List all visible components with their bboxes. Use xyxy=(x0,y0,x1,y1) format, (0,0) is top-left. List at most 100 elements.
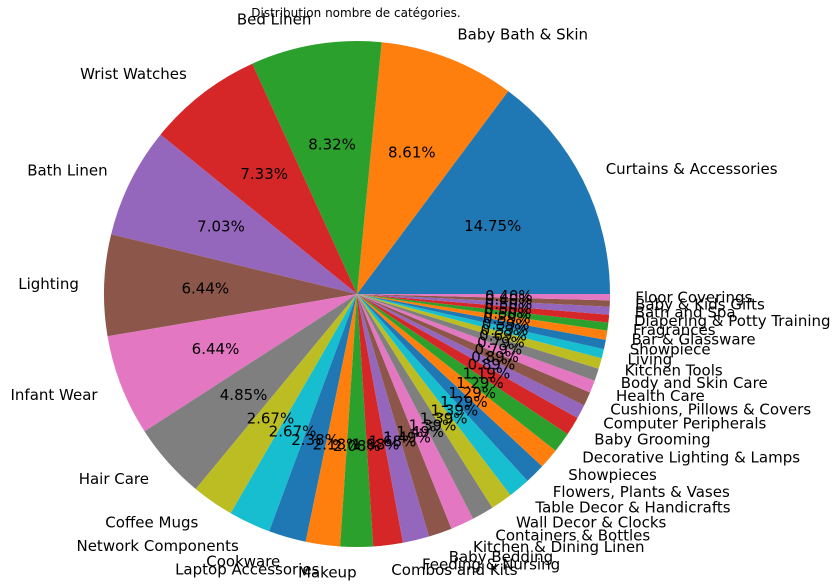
slice-percent-label: 6.44% xyxy=(192,340,240,358)
pie-slice xyxy=(357,294,474,529)
slice-category-label: Coffee Mugs xyxy=(105,514,198,532)
slice-category-label: Network Components xyxy=(76,537,238,555)
pie-slice xyxy=(357,91,610,294)
pie-slice xyxy=(340,294,374,548)
slice-percent-label: 0.59% xyxy=(482,315,530,333)
slice-percent-label: 0.50% xyxy=(485,295,533,313)
pie-slice xyxy=(357,294,610,323)
slice-percent-label: 0.79% xyxy=(477,334,525,352)
slice-percent-label: 4.85% xyxy=(220,386,268,404)
slice-percent-label: 1.68% xyxy=(369,433,417,451)
slice-category-label: Diapering & Potty Training xyxy=(634,312,831,330)
pie-slice xyxy=(357,42,509,295)
pie-slice xyxy=(357,294,599,381)
pie-slice xyxy=(357,294,610,301)
slice-percent-label: 8.32% xyxy=(308,135,356,153)
slice-percent-label: 0.40% xyxy=(485,287,533,305)
slice-category-label: Cookware xyxy=(206,553,280,571)
pie-slice xyxy=(357,294,404,547)
slice-category-label: Feeding & Nursing xyxy=(422,556,560,574)
slice-category-label: Cushions, Pillows & Covers xyxy=(610,401,811,419)
slice-percent-label: 2.08% xyxy=(333,437,381,455)
pie-slice xyxy=(357,294,591,406)
slice-category-label: Showpieces xyxy=(568,466,657,484)
slice-percent-label: 1.49% xyxy=(396,423,444,441)
slice-category-label: Infant Wear xyxy=(10,386,98,404)
slice-category-label: Floor Coverings xyxy=(635,289,752,307)
chart-title: Distribution nombre de catégories. xyxy=(251,6,460,20)
slice-percent-label: 14.75% xyxy=(464,217,521,235)
slice-percent-label: 2.67% xyxy=(247,410,295,428)
slice-category-label: Flowers, Plants & Vases xyxy=(553,483,730,501)
slice-category-label: Showpiece xyxy=(630,341,711,359)
category-labels: Curtains & Accessories Baby Bath & Skin Be… xyxy=(10,11,830,582)
slice-percent-label: 1.88% xyxy=(352,436,400,454)
slice-percent-label: 1.39% xyxy=(430,402,478,420)
slice-category-label: Health Care xyxy=(616,387,705,405)
pie-slice xyxy=(103,234,357,337)
slice-category-label: Living xyxy=(628,351,673,369)
pie-slice xyxy=(357,294,528,496)
pie-slice xyxy=(230,294,357,532)
pie-slice xyxy=(357,294,493,519)
pie-slice xyxy=(195,294,357,514)
slice-percent-label: 6.44% xyxy=(181,280,229,298)
slice-category-label: Kitchen Tools xyxy=(625,362,723,380)
slice-category-label: Bath Linen xyxy=(27,161,107,179)
pie-slice xyxy=(357,294,604,359)
pie-slice xyxy=(160,63,357,295)
pie-slice xyxy=(357,294,543,481)
slice-percent-label: 8.61% xyxy=(388,143,436,161)
slice-category-label: Kitchen & Dining Linen xyxy=(473,538,645,556)
pie-slice xyxy=(357,294,568,451)
slice-percent-label: 0.69% xyxy=(479,327,527,345)
pie-slice xyxy=(357,294,430,543)
pie-slice xyxy=(357,294,606,350)
slice-category-label: Baby & Kids Gifts xyxy=(635,296,765,314)
slice-category-label: Baby Bath & Skin xyxy=(457,26,588,44)
pie-slice xyxy=(357,294,595,393)
pie-slice xyxy=(357,294,609,331)
slice-percent-label: 0.59% xyxy=(481,321,529,339)
slice-category-label: Decorative Lighting & Lamps xyxy=(582,449,800,467)
slice-category-label: Curtains & Accessories xyxy=(606,160,778,178)
pie-slice xyxy=(357,294,585,418)
slice-percent-label: 2.38% xyxy=(291,431,339,449)
pie-slice xyxy=(357,294,511,508)
slice-category-label: Makeup xyxy=(298,563,357,581)
pie-slice xyxy=(357,294,610,307)
slice-percent-label: 0.40% xyxy=(485,291,533,309)
slice-category-label: Bar & Glassware xyxy=(632,330,756,348)
pie-slice xyxy=(357,294,602,369)
pie-slice xyxy=(252,41,382,294)
slice-category-label: Combos and Kits xyxy=(391,561,517,579)
slice-percent-label: 0.79% xyxy=(474,341,522,359)
pie-slice xyxy=(357,294,608,340)
slice-category-label: Wall Decor & Clocks xyxy=(516,513,667,531)
slice-percent-label: 0.89% xyxy=(468,356,516,374)
slice-percent-label: 2.67% xyxy=(269,422,317,440)
pie-slice xyxy=(357,294,452,537)
percent-labels: 14.75% 8.61% 8.32% 7.33% 7.03% 6.44% 6.44% 4.85… xyxy=(181,135,533,455)
slice-category-label: Fragrances xyxy=(633,321,716,339)
slice-percent-label: 1.49% xyxy=(383,428,431,446)
slice-category-label: Hair Care xyxy=(79,470,149,488)
slice-percent-label: 1.29% xyxy=(448,384,496,402)
slice-percent-label: 1.39% xyxy=(420,410,468,428)
slice-percent-label: 1.19% xyxy=(463,364,511,382)
slice-category-label: Bed Linen xyxy=(237,11,312,29)
slice-category-label: Lighting xyxy=(18,275,79,293)
slice-category-label: Containers & Bottles xyxy=(495,526,650,544)
pie-slice xyxy=(357,294,610,315)
pie-slice xyxy=(269,294,357,542)
slice-percent-label: 0.89% xyxy=(471,348,519,366)
slice-percent-label: 1.39% xyxy=(409,417,457,435)
slice-category-label: Table Decor & Handicrafts xyxy=(534,499,730,517)
slice-category-label: Baby Grooming xyxy=(594,430,710,448)
pie-slices xyxy=(103,41,610,548)
pie-slice xyxy=(111,134,358,294)
slice-percent-label: 0.59% xyxy=(483,310,531,328)
slice-percent-label: 0.50% xyxy=(484,300,532,318)
slice-percent-label: 7.33% xyxy=(240,165,288,183)
